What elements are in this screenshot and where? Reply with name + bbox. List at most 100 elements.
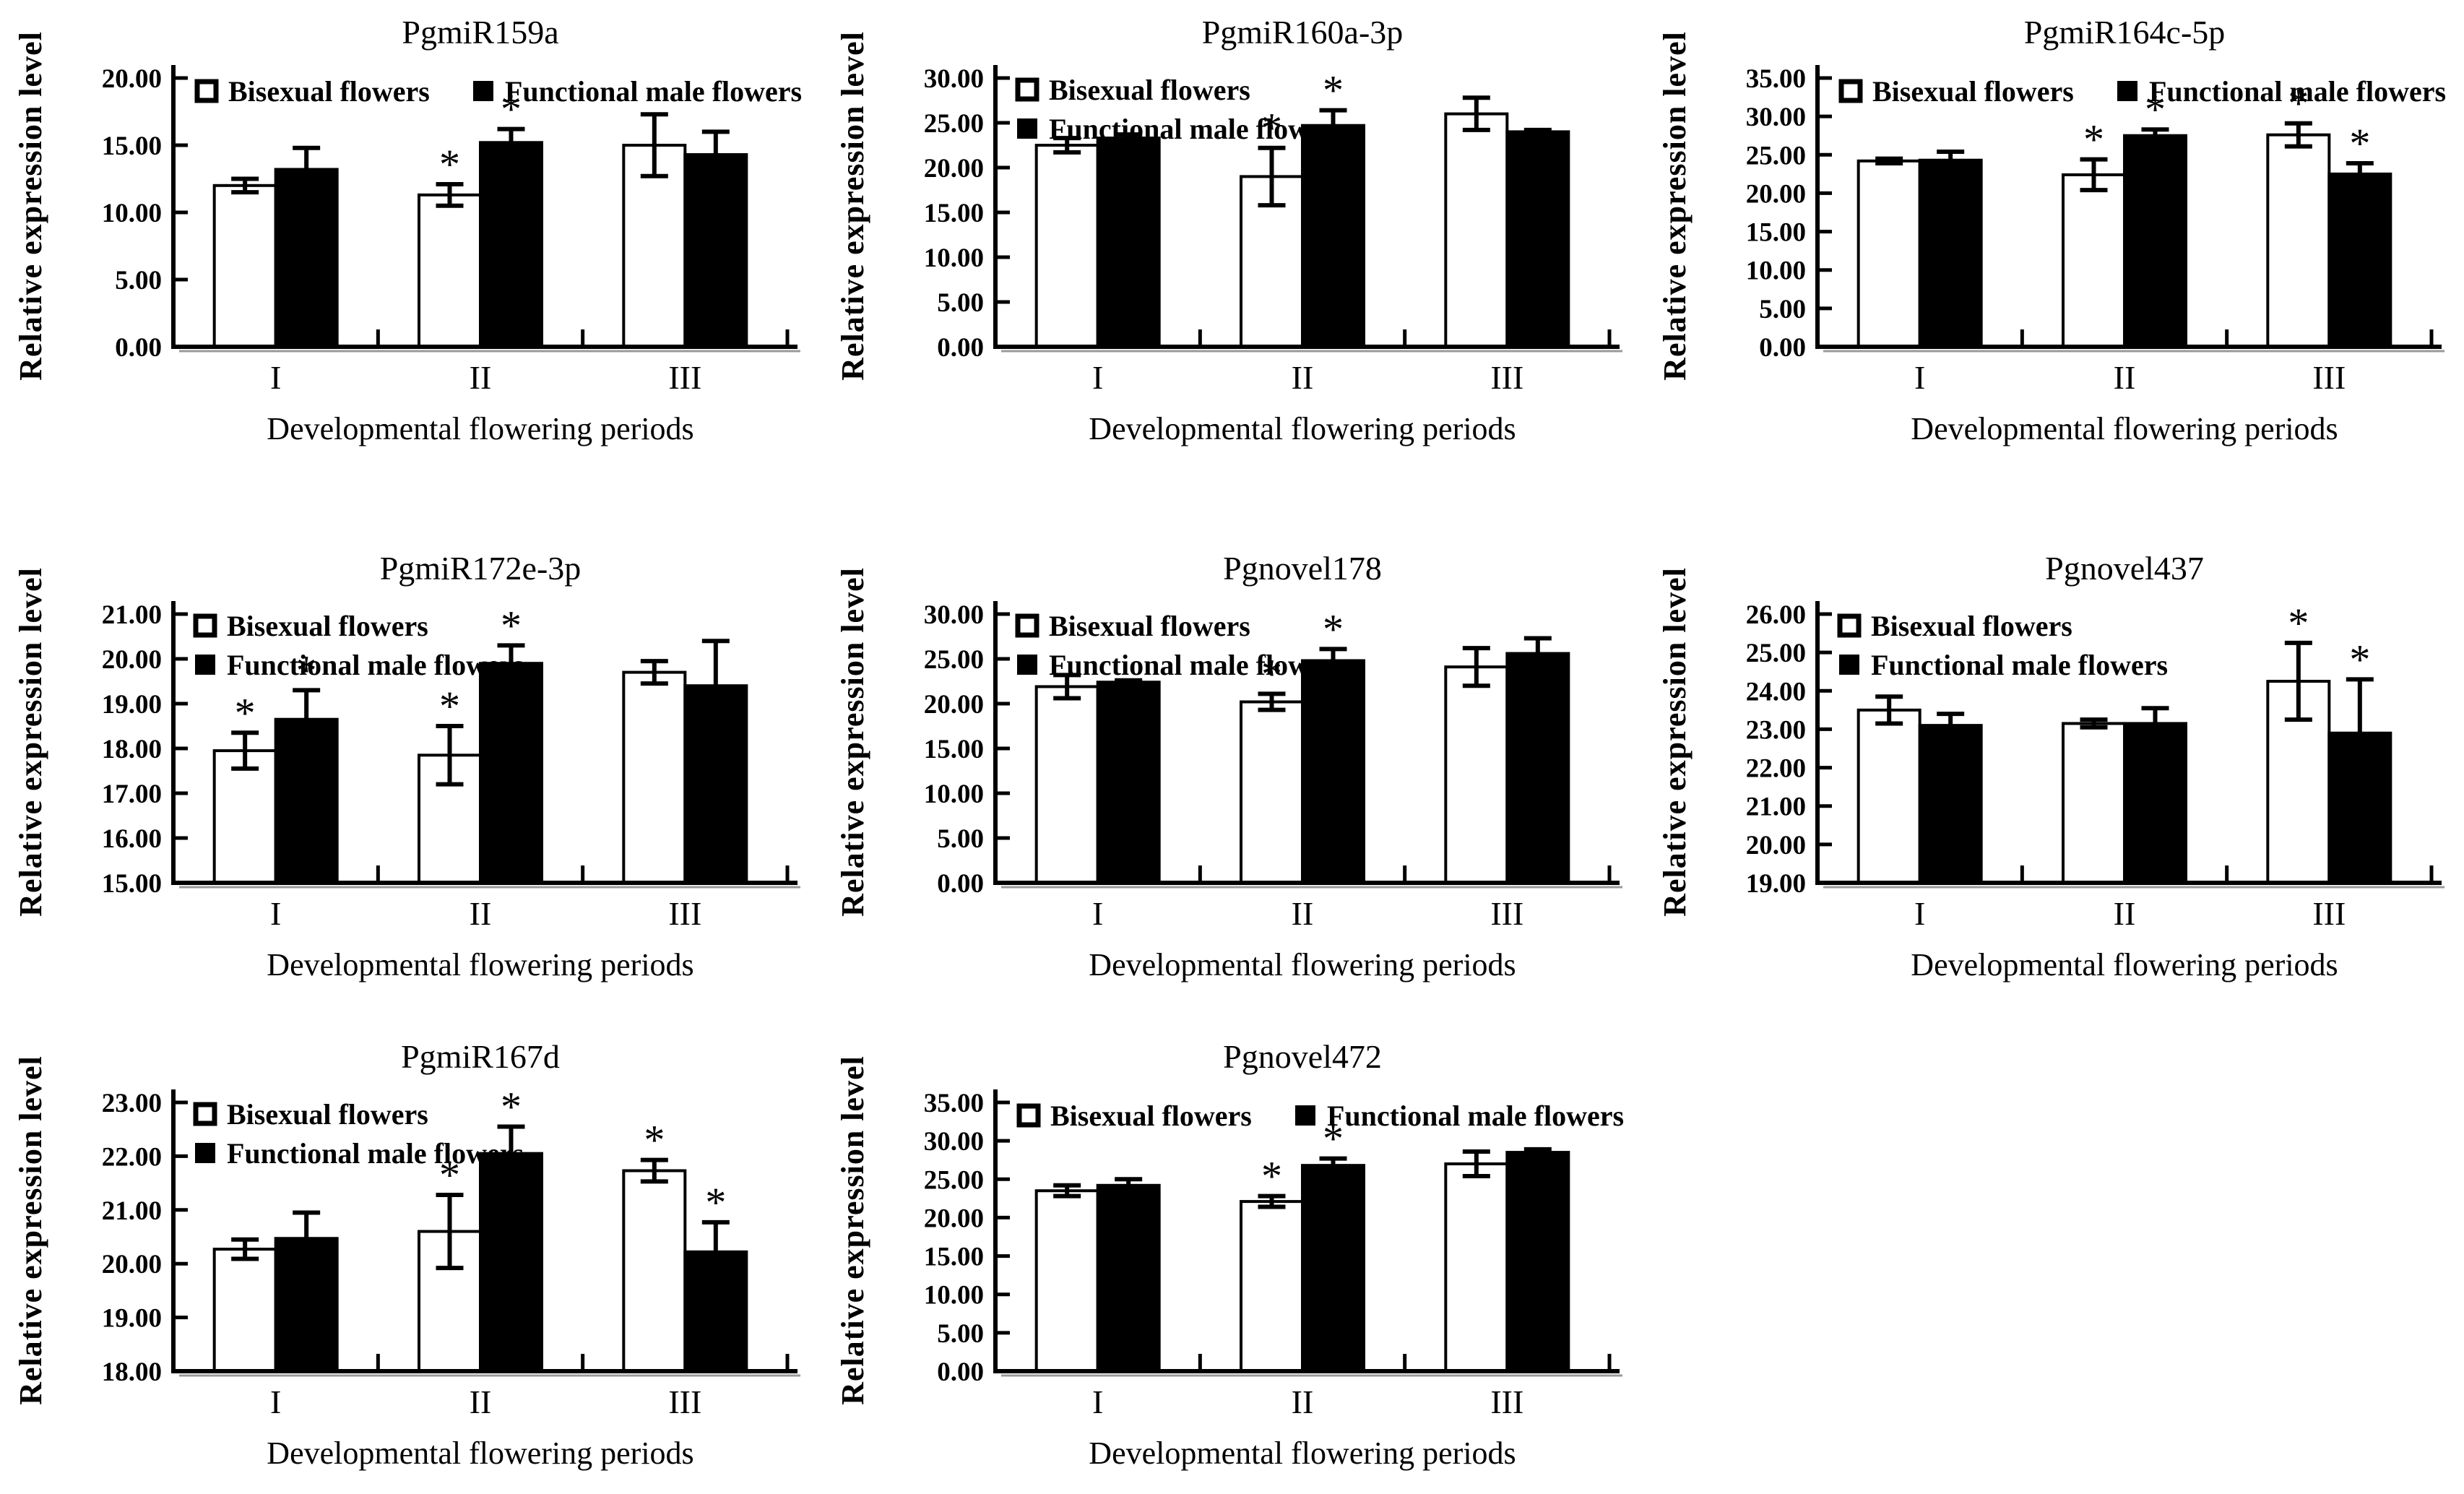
y-tick-label: 24.00 (1746, 677, 1806, 707)
bar-male-II (2123, 722, 2187, 884)
error-bar (2141, 706, 2169, 741)
bar-male-I (1918, 158, 1983, 348)
y-tick-label: 5.00 (1759, 295, 1806, 324)
y-tick-label: 5.00 (937, 1319, 984, 1349)
y-tick-label: 18.00 (102, 1357, 162, 1387)
legend-label: Bisexual flowers (1872, 75, 2074, 108)
significance-marker: * (501, 86, 522, 133)
significance-marker: * (2145, 86, 2166, 133)
chart-title: Pgnovel472 (1223, 1038, 1382, 1075)
significance-marker: * (2349, 120, 2370, 167)
legend-marker-filled-square (1295, 1105, 1315, 1126)
y-tick-label: 20.00 (924, 154, 984, 183)
x-axis-label: Developmental flowering periods (267, 411, 693, 446)
x-category-label: II (470, 895, 492, 932)
legend-label: Bisexual flowers (1050, 1100, 1252, 1132)
bar-bisexual-I (212, 183, 277, 348)
legend-label: Functional male flowers (227, 1137, 524, 1170)
y-axis-label: Relative expression level (835, 1055, 870, 1405)
y-axis-label: Relative expression level (835, 31, 870, 381)
y-tick-label: 20.00 (102, 645, 162, 675)
chart-title: Pgnovel178 (1223, 550, 1382, 587)
bar-male-III (1505, 130, 1570, 348)
significance-marker: * (1261, 105, 1282, 152)
bar-male-I (1096, 137, 1161, 349)
x-category-label: II (1292, 895, 1314, 932)
error-bar (701, 129, 730, 180)
error-bar (1053, 136, 1081, 155)
significance-marker: * (2288, 80, 2309, 127)
y-tick-label: 15.00 (1746, 218, 1806, 248)
error-bar (436, 1192, 464, 1271)
y-tick-label: 10.00 (924, 780, 984, 809)
legend-marker-open-square (1837, 613, 1862, 638)
bar-bisexual-III (622, 670, 687, 884)
bar-bisexual-I (1034, 685, 1099, 884)
bar-bisexual-II (2062, 722, 2126, 884)
y-axis-label: Relative expression level (1657, 567, 1693, 917)
legend-marker-filled-square (1839, 655, 1859, 675)
x-axis-label: Developmental flowering periods (1089, 1435, 1516, 1471)
y-tick-label: 30.00 (1746, 103, 1806, 132)
chart-pgmir167d: PgmiR167d Relative expression level 18.00 1… (11, 1032, 809, 1494)
y-tick-label: 25.00 (1746, 141, 1806, 170)
y-tick-label: 20.00 (102, 64, 162, 94)
legend-item-bisexual: Bisexual flowers (194, 75, 430, 108)
error-bar (640, 1157, 668, 1184)
bar-bisexual-III (1444, 665, 1509, 884)
x-category-label: II (2114, 895, 2136, 932)
significance-marker: * (1323, 67, 1344, 114)
error-bar (436, 181, 464, 208)
error-bar (2346, 677, 2374, 790)
legend-item-bisexual: Bisexual flowers (1015, 74, 1250, 106)
bar-male-III (1505, 652, 1570, 884)
error-bar (1053, 1183, 1081, 1199)
error-bar (1523, 636, 1552, 671)
y-tick-label: 15.00 (924, 1243, 984, 1272)
error-bar (1462, 95, 1490, 132)
y-tick-label: 20.00 (1746, 831, 1806, 860)
significance-marker: * (439, 1152, 460, 1199)
y-tick-label: 17.00 (102, 780, 162, 809)
x-category-label: II (2114, 359, 2136, 396)
error-bar (231, 730, 259, 771)
y-tick-label: 5.00 (115, 266, 162, 295)
y-tick-label: 19.00 (102, 1304, 162, 1334)
error-bar (701, 1219, 730, 1284)
bar-bisexual-I (1856, 159, 1922, 348)
bar-male-II (479, 1152, 543, 1373)
error-bar (1875, 156, 1903, 165)
y-tick-label: 15.00 (102, 869, 162, 899)
y-tick-label: 25.00 (924, 645, 984, 675)
significance-marker: * (439, 141, 460, 188)
error-bar (1523, 1147, 1552, 1158)
error-bar (1319, 108, 1347, 143)
error-bar (1258, 145, 1286, 208)
legend-label: Bisexual flowers (227, 610, 428, 642)
legend-label: Functional male flowers (1327, 1100, 1624, 1132)
error-bar (436, 724, 464, 787)
significance-marker: * (1323, 1115, 1344, 1162)
y-tick-label: 23.00 (1746, 715, 1806, 745)
y-axis-label: Relative expression level (835, 567, 870, 917)
bar-bisexual-I (1034, 1189, 1099, 1373)
bar-bisexual-III (1444, 1162, 1509, 1373)
significance-marker: * (501, 602, 522, 649)
error-bar (1462, 1149, 1490, 1179)
legend-label: Functional male flowers (227, 649, 524, 681)
x-axis-label: Developmental flowering periods (1089, 947, 1516, 983)
bar-bisexual-III (622, 1169, 687, 1373)
x-category-label: II (1292, 359, 1314, 396)
bar-male-II (1301, 1164, 1365, 1373)
y-tick-label: 5.00 (937, 288, 984, 318)
bar-male-I (1096, 681, 1161, 885)
y-tick-label: 23.00 (102, 1089, 162, 1118)
y-tick-label: 15.00 (924, 199, 984, 228)
legend-item-male: Functional male flowers (1295, 1100, 1624, 1132)
error-bar (293, 688, 321, 751)
error-bar (1115, 132, 1143, 144)
chart-canvas: PgmiR172e-3p Relative expression level 15.… (13, 550, 800, 983)
bar-male-II (1301, 659, 1365, 884)
y-tick-label: 26.00 (1746, 600, 1806, 630)
x-category-label: III (1490, 895, 1523, 932)
